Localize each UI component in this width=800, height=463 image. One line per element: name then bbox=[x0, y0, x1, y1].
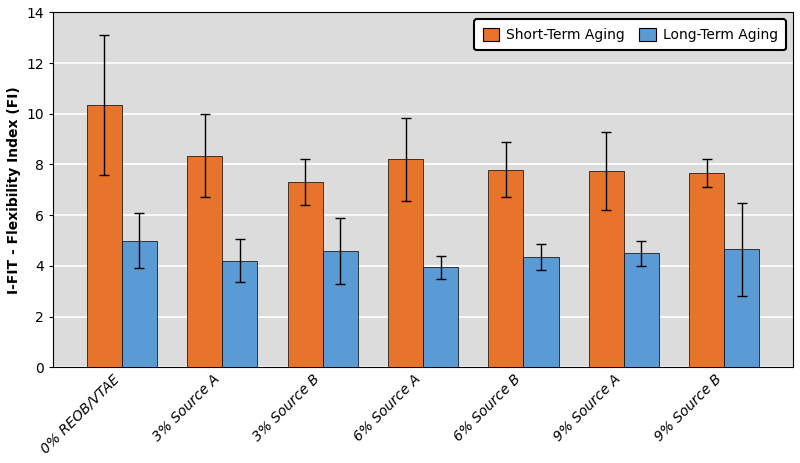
Bar bbox=[488, 169, 523, 367]
Bar bbox=[589, 171, 624, 367]
Bar bbox=[388, 159, 423, 367]
Y-axis label: I-FIT - Flexibility Index (FI): I-FIT - Flexibility Index (FI) bbox=[7, 86, 21, 294]
Bar bbox=[187, 156, 222, 367]
Bar bbox=[222, 261, 258, 367]
Bar bbox=[322, 250, 358, 367]
Bar bbox=[624, 253, 659, 367]
Bar bbox=[122, 240, 157, 367]
Bar bbox=[86, 105, 122, 367]
Bar bbox=[287, 182, 322, 367]
Bar bbox=[423, 267, 458, 367]
Bar bbox=[689, 173, 724, 367]
Bar bbox=[523, 257, 558, 367]
Legend: Short-Term Aging, Long-Term Aging: Short-Term Aging, Long-Term Aging bbox=[474, 19, 786, 50]
Bar bbox=[724, 250, 759, 367]
